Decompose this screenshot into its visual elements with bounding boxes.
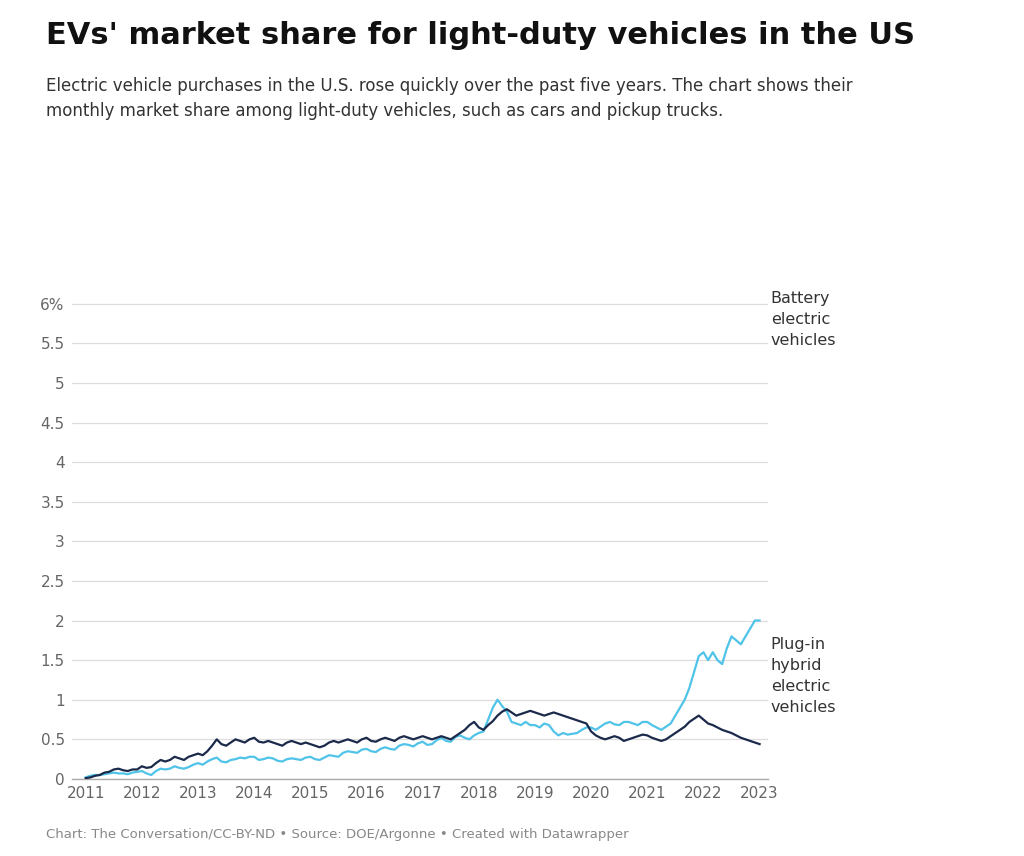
Text: EVs' market share for light-duty vehicles in the US: EVs' market share for light-duty vehicle…	[46, 21, 915, 51]
Text: Electric vehicle purchases in the U.S. rose quickly over the past five years. Th: Electric vehicle purchases in the U.S. r…	[46, 77, 853, 120]
Text: Battery
electric
vehicles: Battery electric vehicles	[771, 291, 837, 348]
Text: Chart: The Conversation/CC-BY-ND • Source: DOE/Argonne • Created with Datawrappe: Chart: The Conversation/CC-BY-ND • Sourc…	[46, 828, 629, 841]
Text: Plug-in
hybrid
electric
vehicles: Plug-in hybrid electric vehicles	[771, 637, 837, 715]
